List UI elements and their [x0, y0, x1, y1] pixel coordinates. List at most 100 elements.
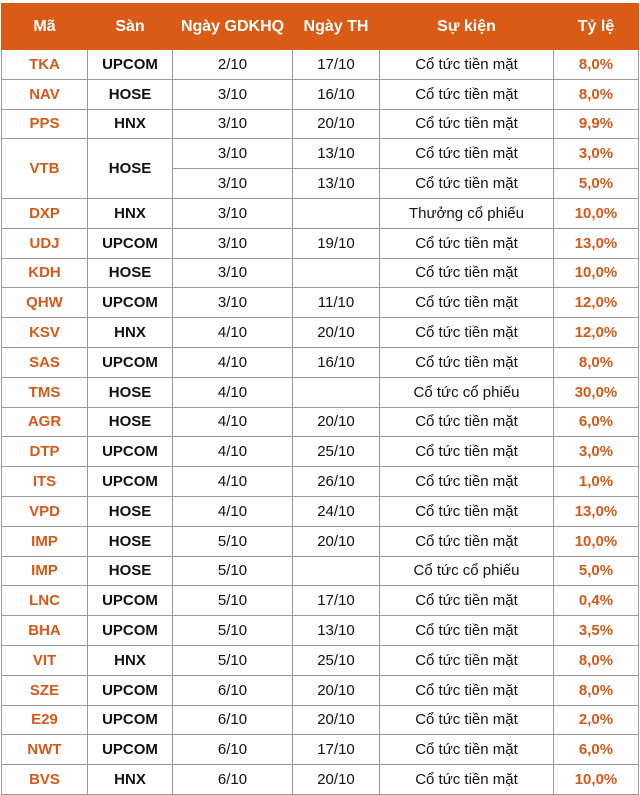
table-row: IMP HOSE 5/10 Cổ tức cổ phiếu 5,0%: [1, 555, 639, 587]
ex-date-cell: 3/10: [172, 108, 293, 140]
rate-cell: 3,5%: [553, 615, 639, 646]
table-row: VIT HNX 5/10 25/10 Cổ tức tiền mặt 8,0%: [1, 644, 639, 676]
table-row: VPD HOSE 4/10 24/10 Cổ tức tiền mặt 13,0%: [1, 495, 639, 527]
payment-date-cell: [292, 555, 380, 587]
ex-date-cell: 6/10: [172, 764, 293, 795]
event-cell: Cổ tức tiền mặt: [379, 525, 554, 557]
exchange-cell: HOSE: [87, 525, 173, 557]
payment-date-cell: 24/10: [292, 495, 380, 527]
payment-date-cell: 16/10: [292, 346, 380, 378]
event-cell: Cổ tức tiền mặt: [379, 764, 554, 795]
event-cell: Cổ tức tiền mặt: [379, 734, 554, 766]
stock-code-cell: SZE: [1, 674, 88, 706]
table-row: IMP HOSE 5/10 20/10 Cổ tức tiền mặt 10,0%: [1, 525, 639, 557]
event-cell: Cổ tức tiền mặt: [379, 704, 554, 736]
ex-date-cell: 5/10: [172, 644, 293, 676]
table-row: BHA UPCOM 5/10 13/10 Cổ tức tiền mặt 3,5%: [1, 615, 639, 646]
exchange-cell: HNX: [87, 644, 173, 676]
rate-cell: 9,9%: [553, 108, 639, 140]
stock-code-cell: BHA: [1, 615, 88, 646]
exchange-cell: HOSE: [87, 555, 173, 587]
ex-date-cell: 4/10: [172, 406, 293, 438]
event-cell: Cổ tức tiền mặt: [379, 317, 554, 348]
header-san: Sàn: [87, 3, 173, 50]
event-cell: Cổ tức tiền mặt: [379, 168, 554, 199]
ex-date-cell: 6/10: [172, 704, 293, 736]
table-row: 3/10 13/10 Cổ tức tiền mặt 5,0%: [2, 168, 639, 199]
event-cell: Cổ tức tiền mặt: [379, 78, 554, 110]
payment-date-cell: 13/10: [292, 615, 380, 646]
stock-code-cell: KSV: [1, 317, 88, 348]
exchange-cell: UPCOM: [87, 436, 173, 468]
table-row: SAS UPCOM 4/10 16/10 Cổ tức tiền mặt 8,0%: [1, 346, 639, 378]
exchange-cell: HOSE: [87, 257, 173, 289]
exchange-cell: UPCOM: [87, 346, 173, 378]
rate-cell: 13,0%: [553, 227, 639, 259]
event-cell: Cổ tức tiền mặt: [379, 227, 554, 259]
rate-cell: 1,0%: [553, 466, 639, 497]
stock-code-cell: QHW: [1, 287, 88, 319]
dividend-table: Mã Sàn Ngày GDKHQ Ngày TH Sự kiện Tỷ lệ …: [1, 3, 639, 795]
stock-code-cell: VIT: [1, 644, 88, 676]
header-row: Mã Sàn Ngày GDKHQ Ngày TH Sự kiện Tỷ lệ: [1, 3, 639, 50]
exchange-cell: HNX: [87, 317, 173, 348]
stock-code-cell: VTB: [1, 138, 88, 199]
payment-date-cell: 13/10: [292, 168, 380, 199]
ex-date-cell: 5/10: [172, 555, 293, 587]
payment-date-cell: 13/10: [292, 138, 380, 170]
rate-cell: 8,0%: [553, 644, 639, 676]
exchange-cell: UPCOM: [87, 49, 173, 80]
header-su-kien: Sự kiện: [379, 3, 554, 50]
rate-cell: 10,0%: [553, 525, 639, 557]
rate-cell: 8,0%: [553, 78, 639, 110]
rate-cell: 8,0%: [553, 49, 639, 80]
exchange-cell: UPCOM: [87, 287, 173, 319]
table-row: PPS HNX 3/10 20/10 Cổ tức tiền mặt 9,9%: [1, 108, 639, 140]
ex-date-cell: 4/10: [172, 376, 293, 408]
stock-code-cell: KDH: [1, 257, 88, 289]
exchange-cell: UPCOM: [87, 734, 173, 766]
stock-code-cell: DTP: [1, 436, 88, 468]
exchange-cell: UPCOM: [87, 674, 173, 706]
event-cell: Cổ tức tiền mặt: [379, 49, 554, 80]
table-row: KSV HNX 4/10 20/10 Cổ tức tiền mặt 12,0%: [1, 317, 639, 348]
event-cell: Cổ tức tiền mặt: [379, 495, 554, 527]
rate-cell: 10,0%: [553, 257, 639, 289]
event-cell: Cổ tức cổ phiếu: [379, 376, 554, 408]
table-row: DTP UPCOM 4/10 25/10 Cổ tức tiền mặt 3,0%: [1, 436, 639, 468]
event-cell: Cổ tức tiền mặt: [379, 436, 554, 468]
table-row: TMS HOSE 4/10 Cổ tức cổ phiếu 30,0%: [1, 376, 639, 408]
exchange-cell: HOSE: [87, 495, 173, 527]
rate-cell: 3,0%: [553, 436, 639, 468]
ex-date-cell: 3/10: [172, 287, 293, 319]
payment-date-cell: 20/10: [292, 406, 380, 438]
stock-code-cell: PPS: [1, 108, 88, 140]
rate-cell: 3,0%: [553, 138, 639, 170]
payment-date-cell: [292, 197, 380, 229]
event-cell: Cổ tức tiền mặt: [379, 585, 554, 617]
exchange-cell: UPCOM: [87, 704, 173, 736]
rate-cell: 8,0%: [553, 674, 639, 706]
rate-cell: 10,0%: [553, 197, 639, 229]
stock-code-cell: SAS: [1, 346, 88, 378]
stock-code-cell: E29: [1, 704, 88, 736]
event-cell: Cổ tức tiền mặt: [379, 108, 554, 140]
exchange-cell: HOSE: [87, 406, 173, 438]
rate-cell: 12,0%: [553, 287, 639, 319]
ex-date-cell: 4/10: [172, 495, 293, 527]
payment-date-cell: 17/10: [292, 585, 380, 617]
event-cell: Cổ tức tiền mặt: [379, 287, 554, 319]
event-cell: Thưởng cổ phiếu: [379, 197, 554, 229]
payment-date-cell: 25/10: [292, 436, 380, 468]
ex-date-cell: 5/10: [172, 615, 293, 646]
table-row: E29 UPCOM 6/10 20/10 Cổ tức tiền mặt 2,0%: [1, 704, 639, 736]
payment-date-cell: 17/10: [292, 734, 380, 766]
stock-code-cell: NAV: [1, 78, 88, 110]
rate-cell: 8,0%: [553, 346, 639, 378]
ex-date-cell: 4/10: [172, 346, 293, 378]
rate-cell: 30,0%: [553, 376, 639, 408]
stock-code-cell: BVS: [1, 764, 88, 795]
stock-code-cell: TKA: [1, 49, 88, 80]
rate-cell: 13,0%: [553, 495, 639, 527]
header-ty-le: Tỷ lệ: [553, 3, 639, 50]
